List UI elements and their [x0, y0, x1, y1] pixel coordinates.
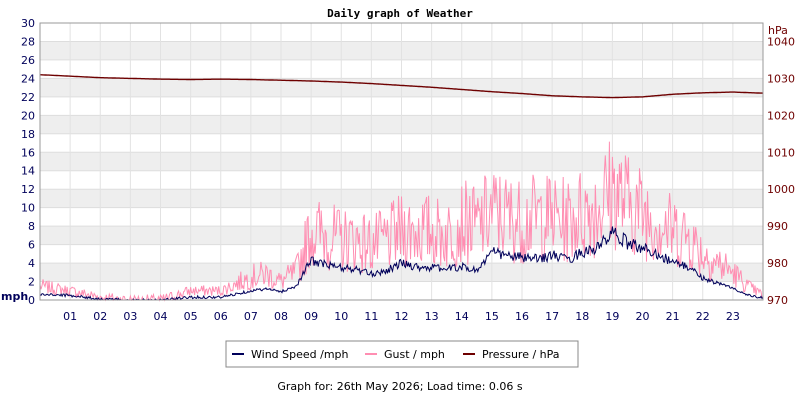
- left-tick-label: 2: [28, 276, 35, 289]
- footer-text: Graph for: 26th May 2026; Load time: 0.0…: [277, 380, 523, 393]
- x-tick-label: 10: [334, 310, 348, 323]
- right-axis-ticks: 970 980 990 1000 1010 1020 1030 1040: [767, 35, 795, 307]
- x-tick-label: 05: [184, 310, 198, 323]
- x-tick-label: 04: [154, 310, 168, 323]
- x-tick-label: 20: [636, 310, 650, 323]
- legend-label: Pressure / hPa: [482, 348, 560, 361]
- left-tick-label: 18: [21, 128, 35, 141]
- left-tick-label: 16: [21, 146, 35, 159]
- left-tick-label: 4: [28, 257, 35, 270]
- x-tick-label: 19: [605, 310, 619, 323]
- left-tick-label: 20: [21, 109, 35, 122]
- x-tick-label: 07: [244, 310, 258, 323]
- right-tick-label: 990: [767, 220, 788, 233]
- plot-frame: [39, 22, 764, 301]
- x-tick-label: 16: [515, 310, 529, 323]
- legend-box: [225, 340, 579, 368]
- x-tick-label: 15: [485, 310, 499, 323]
- left-tick-label: 30: [21, 17, 35, 30]
- right-tick-label: 1040: [767, 35, 795, 48]
- x-tick-label: 22: [696, 310, 710, 323]
- x-tick-label: 09: [304, 310, 318, 323]
- left-tick-label: 8: [28, 220, 35, 233]
- left-tick-label: 14: [21, 165, 35, 178]
- x-tick-label: 12: [395, 310, 409, 323]
- chart-title: Daily graph of Weather: [327, 7, 473, 20]
- right-tick-label: 980: [767, 257, 788, 270]
- series-line-2: [39, 74, 764, 99]
- right-axis-label: hPa: [768, 24, 788, 37]
- right-tick-label: 1030: [767, 72, 795, 85]
- vertical-grid: [69, 23, 734, 300]
- x-tick-label: 21: [666, 310, 680, 323]
- x-tick-label: 13: [425, 310, 439, 323]
- series-line-1: [39, 141, 764, 302]
- right-tick-label: 1000: [767, 183, 795, 196]
- left-tick-label: 24: [21, 72, 35, 85]
- x-tick-label: 18: [575, 310, 589, 323]
- x-tick-label: 14: [455, 310, 469, 323]
- legend-label: Gust / mph: [384, 348, 445, 361]
- x-tick-label: 03: [123, 310, 137, 323]
- legend-label: Wind Speed /mph: [251, 348, 349, 361]
- x-tick-label: 02: [93, 310, 107, 323]
- x-tick-label: 23: [726, 310, 740, 323]
- right-tick-label: 1010: [767, 146, 795, 159]
- right-tick-label: 970: [767, 294, 788, 307]
- legend: Wind Speed /mph Gust / mph Pressure / hPa: [225, 340, 579, 368]
- right-tick-label: 1020: [767, 109, 795, 122]
- left-tick-label: 28: [21, 35, 35, 48]
- x-tick-label: 08: [274, 310, 288, 323]
- left-tick-label: 26: [21, 54, 35, 67]
- x-axis-ticks: 01 02 03 04 05 06 07 08 09 10 11 12 13 14 15 16 17 18 19 20…: [63, 310, 740, 323]
- series-layer: [39, 74, 764, 302]
- x-tick-label: 17: [545, 310, 559, 323]
- left-tick-label: 10: [21, 202, 35, 215]
- left-tick-label: 12: [21, 183, 35, 196]
- x-tick-label: 01: [63, 310, 77, 323]
- x-tick-label: 06: [214, 310, 228, 323]
- x-tick-label: 11: [364, 310, 378, 323]
- left-axis-label: mph: [1, 290, 28, 303]
- series-line-0: [39, 226, 764, 301]
- left-tick-label: 22: [21, 91, 35, 104]
- weather-chart: Daily graph of Weather mph hPa 024681012…: [1, 7, 795, 368]
- left-tick-label: 6: [28, 239, 35, 252]
- left-tick-label: 0: [28, 294, 35, 307]
